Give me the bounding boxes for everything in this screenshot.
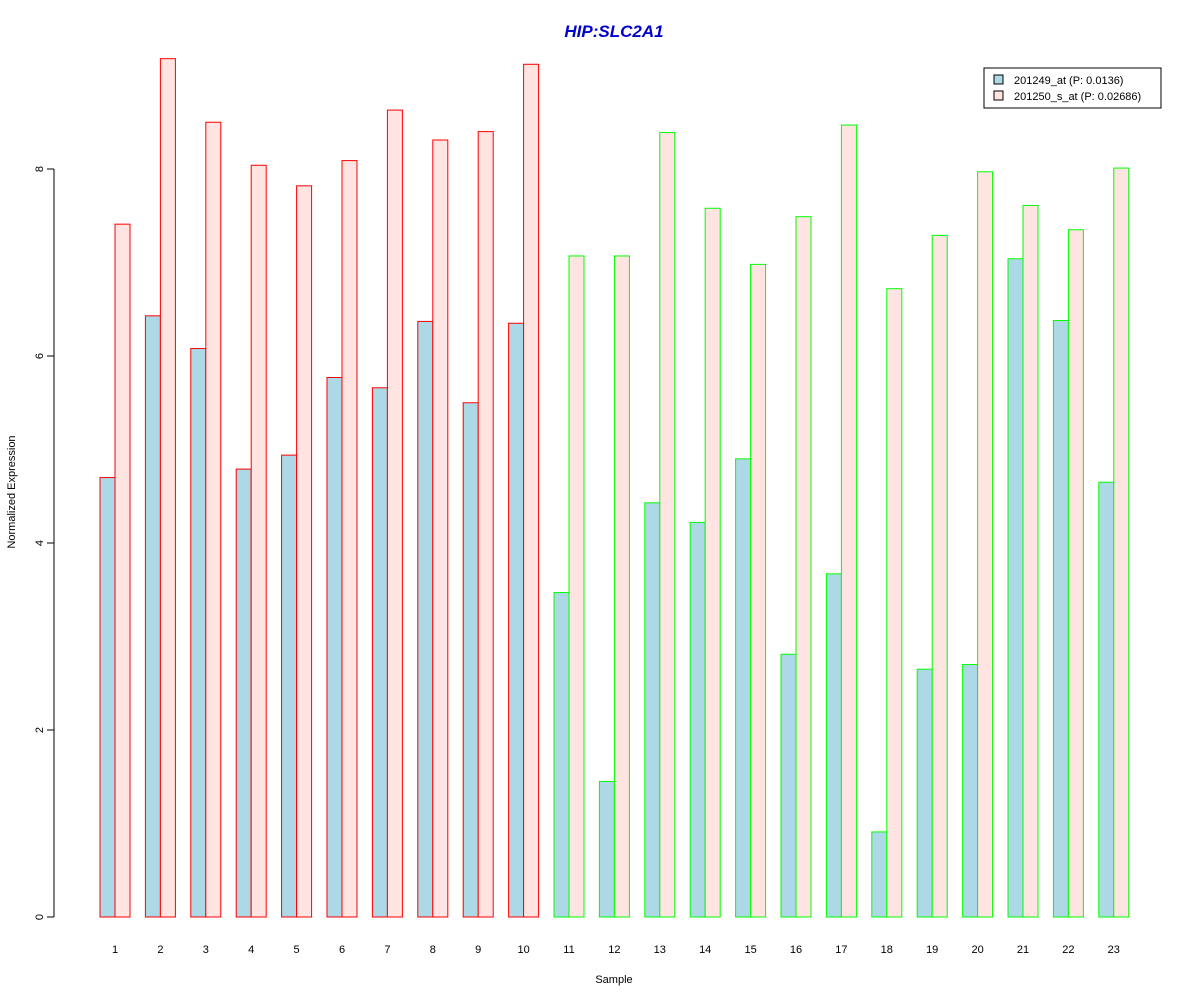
bar-201249_at-sample-23 bbox=[1098, 481, 1115, 918]
bar-201249_at-sample-9 bbox=[462, 402, 479, 918]
bar-201250_s_at-sample-18 bbox=[886, 288, 903, 918]
bar-201250_s_at-sample-14 bbox=[704, 207, 721, 918]
legend-box bbox=[983, 67, 1162, 109]
bar-201249_at-sample-6 bbox=[326, 377, 343, 918]
x-tick-label: 16 bbox=[790, 944, 802, 956]
bar-201249_at-sample-19 bbox=[916, 668, 933, 918]
x-tick-label: 7 bbox=[384, 944, 390, 956]
x-tick-label: 11 bbox=[563, 944, 574, 956]
y-tick-label: 2 bbox=[34, 727, 46, 733]
bar-201249_at-sample-5 bbox=[281, 454, 298, 918]
bar-201249_at-sample-15 bbox=[735, 458, 752, 918]
bar-201249_at-sample-18 bbox=[871, 831, 888, 918]
bar-201249_at-sample-4 bbox=[235, 468, 252, 918]
bar-201249_at-sample-11 bbox=[553, 592, 570, 918]
y-axis-label: Normalized Expression bbox=[6, 435, 18, 548]
bar-201250_s_at-sample-20 bbox=[977, 171, 994, 918]
bar-201250_s_at-sample-3 bbox=[205, 121, 222, 918]
bar-201250_s_at-sample-5 bbox=[296, 185, 313, 918]
x-tick-label: 14 bbox=[699, 944, 711, 956]
bar-201250_s_at-sample-19 bbox=[931, 234, 948, 918]
bar-201249_at-sample-13 bbox=[644, 502, 661, 918]
legend-label-201250_s_at: 201250_s_at (P: 0.02686) bbox=[1014, 91, 1141, 103]
y-tick-label: 8 bbox=[34, 166, 46, 172]
bar-201250_s_at-sample-22 bbox=[1067, 229, 1084, 918]
bar-201250_s_at-sample-2 bbox=[159, 58, 176, 918]
bars-group bbox=[99, 58, 1130, 918]
x-tick-label: 20 bbox=[971, 944, 983, 956]
y-tick-label: 6 bbox=[34, 353, 46, 359]
bar-201250_s_at-sample-21 bbox=[1022, 204, 1039, 918]
legend-label-201249_at: 201249_at (P: 0.0136) bbox=[1014, 75, 1123, 87]
bar-201250_s_at-sample-8 bbox=[432, 139, 449, 918]
y-tick-label: 0 bbox=[34, 914, 46, 920]
x-tick-label: 12 bbox=[608, 944, 620, 956]
bar-201250_s_at-sample-15 bbox=[750, 263, 767, 918]
bar-201249_at-sample-3 bbox=[190, 348, 207, 918]
bar-201249_at-sample-14 bbox=[689, 521, 706, 918]
bar-201249_at-sample-8 bbox=[417, 320, 434, 918]
bar-201250_s_at-sample-23 bbox=[1113, 167, 1130, 918]
bar-201250_s_at-sample-1 bbox=[114, 223, 131, 918]
x-tick-label: 17 bbox=[835, 944, 847, 956]
x-tick-label: 5 bbox=[294, 944, 300, 956]
bar-201249_at-sample-17 bbox=[825, 573, 842, 918]
bar-201250_s_at-sample-17 bbox=[840, 124, 857, 918]
legend: 201249_at (P: 0.0136) 201250_s_at (P: 0.… bbox=[983, 67, 1162, 109]
x-tick-label: 18 bbox=[881, 944, 893, 956]
bar-201249_at-sample-1 bbox=[99, 477, 116, 918]
x-tick-label: 22 bbox=[1062, 944, 1074, 956]
x-tick-label: 4 bbox=[248, 944, 254, 956]
bar-201249_at-sample-12 bbox=[598, 780, 615, 918]
x-tick-label: 21 bbox=[1017, 944, 1029, 956]
bar-201249_at-sample-20 bbox=[962, 664, 979, 918]
legend-swatch-201249_at bbox=[993, 74, 1004, 85]
x-axis-tick-labels: 1 2 3 4 5 6 7 8 9 10 11 12 13 14 15 16 17 18 19 20 21 22 23 bbox=[112, 944, 1120, 956]
bar-201250_s_at-sample-11 bbox=[568, 255, 585, 918]
x-tick-label: 1 bbox=[112, 944, 118, 956]
bar-201250_s_at-sample-4 bbox=[250, 164, 267, 918]
bar-201249_at-sample-7 bbox=[371, 387, 388, 918]
x-tick-label: 9 bbox=[475, 944, 481, 956]
legend-swatch-201250_s_at bbox=[993, 90, 1004, 101]
bar-201249_at-sample-10 bbox=[508, 322, 525, 918]
x-tick-label: 19 bbox=[926, 944, 938, 956]
y-axis-ticks: 0 2 4 6 8 bbox=[34, 166, 54, 920]
bar-201249_at-sample-16 bbox=[780, 653, 797, 918]
x-tick-label: 2 bbox=[157, 944, 163, 956]
x-tick-label: 8 bbox=[430, 944, 436, 956]
bar-201250_s_at-sample-6 bbox=[341, 160, 358, 918]
x-tick-label: 6 bbox=[339, 944, 345, 956]
bar-201249_at-sample-21 bbox=[1007, 258, 1024, 918]
x-tick-label: 13 bbox=[654, 944, 666, 956]
x-tick-label: 10 bbox=[517, 944, 529, 956]
x-tick-label: 23 bbox=[1108, 944, 1120, 956]
x-axis-label: Sample bbox=[595, 974, 632, 986]
bar-201250_s_at-sample-10 bbox=[523, 63, 540, 918]
bar-201250_s_at-sample-9 bbox=[477, 131, 494, 918]
x-tick-label: 15 bbox=[744, 944, 756, 956]
x-tick-label: 3 bbox=[203, 944, 209, 956]
bar-201250_s_at-sample-16 bbox=[795, 216, 812, 918]
bar-201250_s_at-sample-7 bbox=[386, 109, 403, 918]
bar-201250_s_at-sample-12 bbox=[613, 255, 630, 918]
bar-201249_at-sample-22 bbox=[1052, 319, 1069, 918]
bar-201249_at-sample-2 bbox=[144, 315, 161, 918]
bar-201250_s_at-sample-13 bbox=[659, 132, 676, 918]
chart-title: HIP:SLC2A1 bbox=[564, 22, 663, 41]
y-tick-label: 4 bbox=[34, 540, 46, 546]
